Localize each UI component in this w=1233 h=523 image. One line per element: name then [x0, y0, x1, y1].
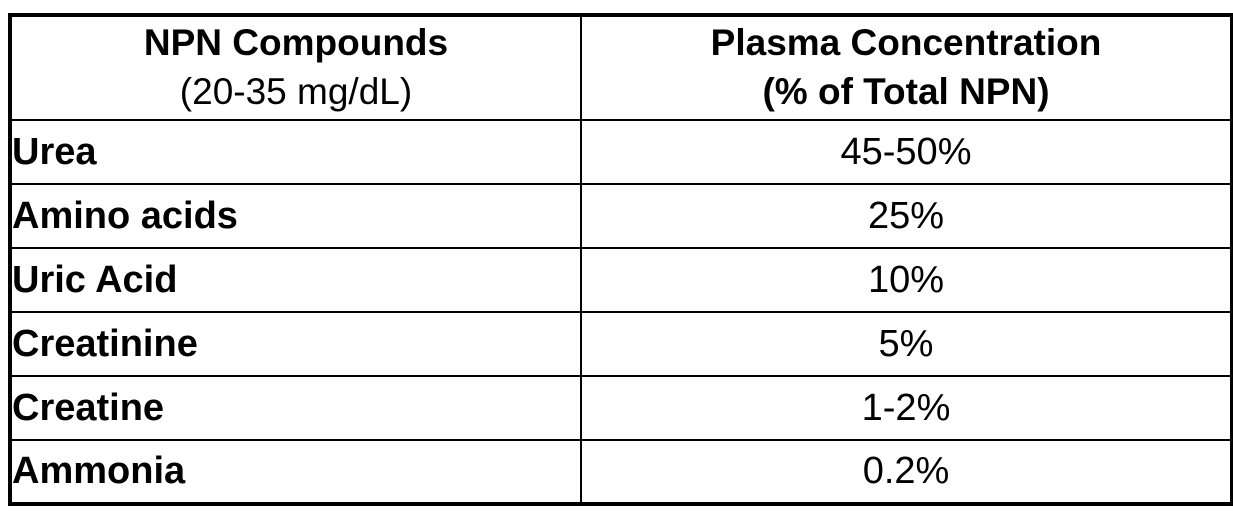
header-concentration-title: Plasma Concentration [710, 22, 1102, 64]
table-header: NPN Compounds (20-35 mg/dL) Plasma Conce… [8, 13, 1233, 121]
header-compounds-title: NPN Compounds [143, 22, 449, 64]
compound-value: 45-50% [580, 119, 1233, 185]
header-compounds-subtitle: (20-35 mg/dL) [179, 71, 413, 112]
compound-name: Amino acids [8, 183, 582, 249]
compound-value: 5% [580, 311, 1233, 377]
compound-value: 0.2% [580, 439, 1233, 506]
header-cell-concentration: Plasma Concentration (% of Total NPN) [580, 13, 1233, 121]
header-row: NPN Compounds (20-35 mg/dL) Plasma Conce… [8, 13, 1233, 121]
compound-value: 10% [580, 247, 1233, 313]
header-cell-compounds: NPN Compounds (20-35 mg/dL) [8, 13, 582, 121]
compound-name: Creatine [8, 375, 582, 441]
compound-name: Uric Acid [8, 247, 582, 313]
table-row: Amino acids 25% [8, 183, 1233, 249]
table-row: Ammonia 0.2% [8, 439, 1233, 506]
table-body: Urea 45-50% Amino acids 25% Uric Acid 10… [8, 119, 1233, 506]
header-concentration-subtitle: (% of Total NPN) [762, 71, 1050, 112]
npn-compounds-table: NPN Compounds (20-35 mg/dL) Plasma Conce… [8, 13, 1233, 506]
compound-value: 25% [580, 183, 1233, 249]
table-row: Creatinine 5% [8, 311, 1233, 377]
compound-name: Ammonia [8, 439, 582, 506]
compound-name: Creatinine [8, 311, 582, 377]
table-row: Urea 45-50% [8, 119, 1233, 185]
compound-value: 1-2% [580, 375, 1233, 441]
table-row: Uric Acid 10% [8, 247, 1233, 313]
table-row: Creatine 1-2% [8, 375, 1233, 441]
npn-table-container: NPN Compounds (20-35 mg/dL) Plasma Conce… [8, 13, 1233, 506]
compound-name: Urea [8, 119, 582, 185]
